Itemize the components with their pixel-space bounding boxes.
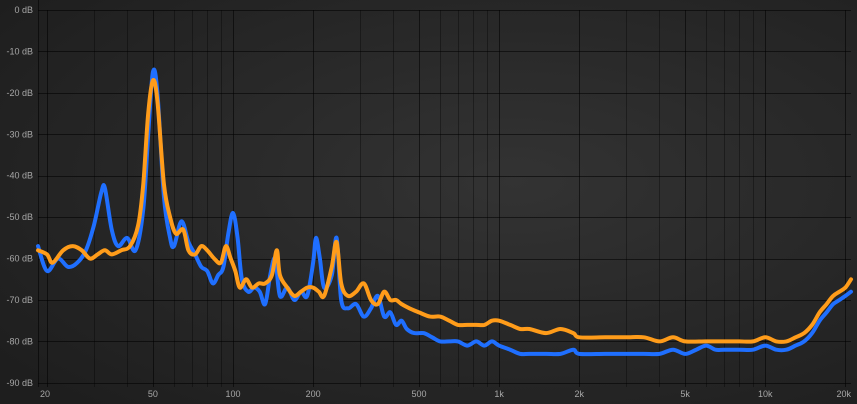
x-tick-label: 10k	[758, 389, 773, 399]
y-tick-label: -10 dB	[6, 46, 33, 56]
x-axis-tick-labels: 20 50 100 200 500 1k 2k 5k 10k 20k	[40, 389, 851, 399]
series-layer	[36, 67, 853, 357]
y-tick-label: -90 dB	[6, 378, 33, 388]
spectrum-line-orange	[36, 78, 853, 344]
y-tick-label: -30 dB	[6, 129, 33, 139]
y-tick-label: -70 dB	[6, 295, 33, 305]
x-tick-label: 200	[306, 389, 321, 399]
x-tick-label: 5k	[680, 389, 690, 399]
y-tick-label: 0 dB	[14, 5, 33, 15]
y-tick-label: -80 dB	[6, 336, 33, 346]
x-tick-label: 20	[40, 389, 50, 399]
y-tick-label: -40 dB	[6, 171, 33, 181]
x-tick-label: 100	[226, 389, 241, 399]
y-tick-label: -60 dB	[6, 254, 33, 264]
y-tick-label: -20 dB	[6, 88, 33, 98]
x-tick-label: 500	[412, 389, 427, 399]
y-tick-label: -50 dB	[6, 212, 33, 222]
y-axis-tick-labels: 0 dB -10 dB -20 dB -30 dB -40 dB -50 dB -60 dB…	[6, 5, 33, 388]
grid	[38, 0, 851, 387]
x-tick-label: 1k	[494, 389, 504, 399]
x-tick-label: 20k	[836, 389, 851, 399]
x-tick-label: 2k	[574, 389, 584, 399]
x-tick-label: 50	[148, 389, 158, 399]
